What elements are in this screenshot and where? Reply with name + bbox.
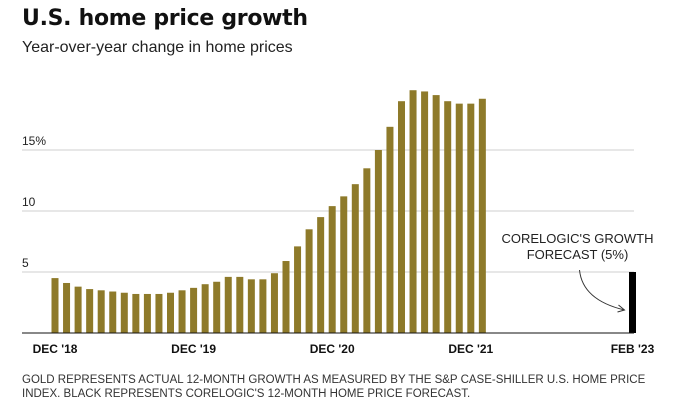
actual-bar xyxy=(444,101,452,333)
bar-chart: 5 10 15% DEC '18 DEC '19 DEC '20 DEC '21 FEB '… xyxy=(22,90,655,356)
actual-bar xyxy=(351,184,359,333)
actual-bar xyxy=(467,103,475,333)
actual-bar xyxy=(97,290,105,333)
chart-subtitle: Year-over-year change in home prices xyxy=(22,39,293,56)
actual-bar xyxy=(190,287,198,333)
bars xyxy=(51,90,636,333)
actual-bar xyxy=(340,196,348,333)
actual-bar xyxy=(398,101,405,333)
actual-bar xyxy=(247,279,255,333)
actual-bar xyxy=(328,206,336,333)
actual-bar xyxy=(282,261,290,333)
actual-bar xyxy=(224,276,232,333)
actual-bar xyxy=(143,293,151,333)
actual-bar xyxy=(63,282,71,333)
actual-bar xyxy=(74,286,82,333)
actual-bar xyxy=(120,292,128,333)
actual-bar xyxy=(386,126,394,333)
actual-bar xyxy=(317,217,325,333)
actual-bar xyxy=(374,150,382,333)
actual-bar xyxy=(478,98,486,333)
annotation-line: FORECAST (5%) xyxy=(527,247,629,262)
x-tick-label: DEC '21 xyxy=(448,342,493,356)
actual-bar xyxy=(421,91,429,333)
actual-bar xyxy=(259,279,267,333)
actual-bar xyxy=(363,168,371,333)
actual-bar xyxy=(213,281,221,333)
actual-bar xyxy=(109,291,117,333)
actual-bar xyxy=(178,290,186,333)
annotation-arrowhead xyxy=(617,304,626,313)
actual-bar xyxy=(305,229,313,333)
chart-footnote: GOLD REPRESENTS ACTUAL 12-MONTH GROWTH A… xyxy=(22,374,646,400)
actual-bar xyxy=(432,95,440,333)
x-axis-labels: DEC '18 DEC '19 DEC '20 DEC '21 FEB '23 xyxy=(33,342,655,356)
chart-title: U.S. home price growth xyxy=(22,6,308,31)
x-tick-label: DEC '18 xyxy=(33,342,78,356)
actual-bar xyxy=(155,293,163,333)
forecast-bar xyxy=(629,272,636,333)
actual-bar xyxy=(201,284,209,333)
actual-bar xyxy=(455,103,463,333)
actual-bar xyxy=(236,276,244,333)
x-tick-label: FEB '23 xyxy=(611,342,655,356)
x-tick-label: DEC '19 xyxy=(171,342,216,356)
y-tick-label: 10 xyxy=(22,195,36,209)
annotation-line: CORELOGIC'S GROWTH xyxy=(502,231,654,246)
actual-bar xyxy=(167,292,174,333)
y-tick-label: 5 xyxy=(22,256,29,270)
actual-bar xyxy=(294,246,302,333)
annotation-arrow xyxy=(579,269,625,311)
gridlines xyxy=(22,149,634,273)
y-tick-label: 15% xyxy=(22,134,46,148)
actual-bar xyxy=(270,273,278,333)
y-axis-labels: 5 10 15% xyxy=(22,134,46,270)
actual-bar xyxy=(51,278,59,333)
actual-bar xyxy=(409,90,417,333)
actual-bar xyxy=(86,289,94,333)
actual-bar xyxy=(132,293,140,333)
x-tick-label: DEC '20 xyxy=(310,342,355,356)
